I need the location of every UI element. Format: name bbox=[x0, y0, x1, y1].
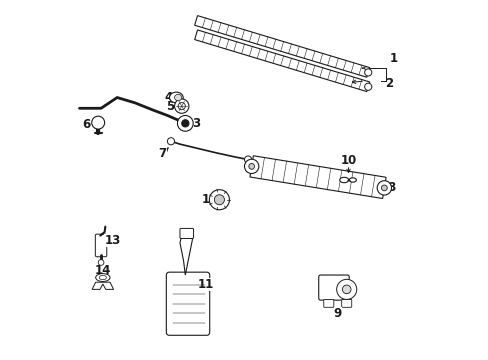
Circle shape bbox=[174, 99, 188, 113]
Ellipse shape bbox=[339, 177, 348, 183]
Ellipse shape bbox=[96, 274, 110, 282]
Circle shape bbox=[177, 116, 193, 131]
Text: 1: 1 bbox=[389, 51, 397, 64]
Ellipse shape bbox=[174, 94, 182, 101]
Text: 8: 8 bbox=[386, 181, 395, 194]
Ellipse shape bbox=[169, 92, 183, 103]
Circle shape bbox=[342, 285, 350, 294]
Circle shape bbox=[214, 195, 224, 205]
Text: 13: 13 bbox=[104, 234, 121, 247]
Text: 11: 11 bbox=[198, 278, 214, 291]
Circle shape bbox=[182, 120, 188, 127]
Circle shape bbox=[98, 260, 104, 265]
Ellipse shape bbox=[99, 275, 106, 280]
FancyBboxPatch shape bbox=[95, 234, 106, 257]
FancyBboxPatch shape bbox=[341, 300, 351, 307]
Circle shape bbox=[364, 69, 371, 76]
FancyBboxPatch shape bbox=[166, 272, 209, 335]
Polygon shape bbox=[249, 156, 386, 198]
Text: 9: 9 bbox=[333, 307, 341, 320]
Text: 10: 10 bbox=[340, 154, 356, 167]
Circle shape bbox=[209, 190, 229, 210]
Circle shape bbox=[92, 116, 104, 129]
Circle shape bbox=[178, 103, 185, 110]
FancyBboxPatch shape bbox=[323, 300, 333, 307]
Circle shape bbox=[167, 138, 174, 145]
Circle shape bbox=[376, 181, 391, 195]
Text: 14: 14 bbox=[95, 264, 111, 277]
Polygon shape bbox=[194, 15, 369, 77]
FancyBboxPatch shape bbox=[180, 228, 193, 238]
Text: 6: 6 bbox=[81, 118, 90, 131]
FancyBboxPatch shape bbox=[318, 275, 348, 300]
Text: 5: 5 bbox=[165, 100, 174, 113]
Polygon shape bbox=[180, 235, 192, 275]
Ellipse shape bbox=[348, 178, 356, 182]
Text: 2: 2 bbox=[384, 77, 392, 90]
Circle shape bbox=[336, 279, 356, 300]
Circle shape bbox=[244, 159, 258, 174]
Circle shape bbox=[244, 156, 251, 163]
Polygon shape bbox=[92, 282, 113, 289]
Circle shape bbox=[248, 163, 254, 169]
Text: 12: 12 bbox=[201, 193, 217, 206]
Circle shape bbox=[364, 83, 371, 90]
Text: 3: 3 bbox=[192, 117, 200, 130]
Polygon shape bbox=[194, 30, 369, 91]
Circle shape bbox=[381, 185, 386, 191]
Text: 4: 4 bbox=[164, 91, 172, 104]
Text: 7: 7 bbox=[158, 147, 166, 159]
